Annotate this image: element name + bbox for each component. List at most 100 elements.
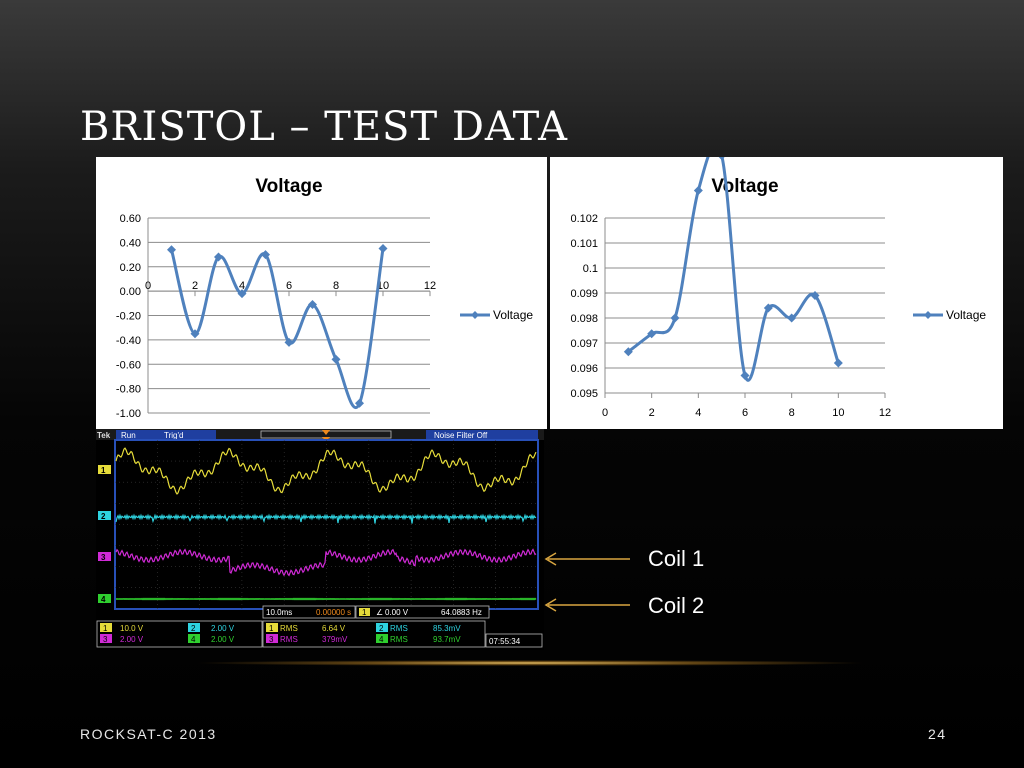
voltage-chart-right: Voltage 0.102 0.101 0.1 0.099 0.098 0.097 0.096…	[570, 142, 986, 419]
data-point	[190, 329, 200, 339]
channel-2-scale: 2.00 V	[211, 624, 235, 633]
x-tick-label: 2	[192, 280, 198, 292]
frequency-readout: 64.0883 Hz	[441, 608, 482, 617]
trigger-position-readout: 0.00000 s	[316, 608, 351, 617]
x-tick-label: 0	[602, 407, 608, 419]
svg-text:RMS: RMS	[280, 635, 298, 644]
coil-arrows	[544, 552, 630, 612]
data-point	[308, 300, 317, 310]
x-tick-label: 8	[333, 280, 339, 292]
x-tick-label: 6	[742, 407, 748, 419]
page-number: 24	[928, 726, 947, 742]
trigger-level-readout: 0.00 V	[385, 608, 409, 617]
chart-panel-right: Voltage 0.102 0.101 0.1 0.099 0.098 0.097 0.096…	[550, 142, 1003, 429]
oscilloscope-display: Tek Run Trig'd Noise Filter Off 1 2 3 4	[96, 429, 544, 648]
svg-text:1: 1	[269, 624, 274, 633]
x-tick-label: 12	[424, 280, 436, 292]
channel-1-marker	[98, 465, 111, 474]
y-tick-label: 0.099	[570, 288, 598, 300]
svg-text:4: 4	[379, 635, 384, 644]
y-tick-label: -0.80	[116, 384, 141, 396]
y-tick-label: -0.60	[116, 359, 141, 371]
svg-text:∠: ∠	[376, 608, 383, 617]
data-point	[355, 398, 364, 408]
data-point	[167, 245, 176, 255]
chart-title: Voltage	[255, 176, 322, 197]
y-tick-label: 0.1	[583, 263, 598, 275]
trigger-position-marker	[322, 430, 330, 435]
y-tick-label: 0.095	[570, 388, 598, 400]
y-tick-label: 0.40	[120, 237, 141, 249]
legend-label: Voltage	[493, 308, 533, 322]
svg-text:3: 3	[101, 553, 106, 562]
data-point	[623, 347, 633, 357]
slide-title: BRISTOL – TEST DATA	[80, 104, 569, 150]
y-tick-label: 0.101	[570, 238, 598, 250]
svg-text:RMS: RMS	[280, 624, 298, 633]
svg-text:RMS: RMS	[390, 624, 408, 633]
y-tick-label: 0.096	[570, 363, 598, 375]
svg-text:4: 4	[101, 595, 106, 604]
x-tick-label: 4	[239, 280, 245, 292]
timebase-readout: 10.0ms	[266, 608, 292, 617]
data-point	[647, 329, 657, 339]
scope-noise-filter: Noise Filter Off	[434, 431, 488, 440]
data-point	[763, 303, 773, 313]
chart-panel-left: Voltage 0.60 0.40 0.20 0.00 -0.20 -0.40 -0.60 -0…	[96, 157, 547, 429]
coil-2-label: Coil 2	[648, 593, 705, 618]
scope-brand: Tek	[97, 431, 111, 440]
channel-1-rms: 6.64 V	[322, 624, 346, 633]
data-point	[833, 358, 843, 368]
decorative-divider	[190, 660, 870, 666]
y-tick-label: -1.00	[116, 408, 141, 420]
svg-text:3: 3	[103, 635, 108, 644]
channel-2-trace	[115, 513, 537, 524]
channel-1-scale: 10.0 V	[120, 624, 144, 633]
svg-text:1: 1	[103, 624, 108, 633]
y-tick-label: 0.098	[570, 313, 598, 325]
data-point	[810, 291, 820, 300]
svg-text:RMS: RMS	[390, 635, 408, 644]
data-point	[261, 250, 270, 260]
y-tick-label: -0.20	[116, 311, 141, 323]
series-line	[170, 248, 385, 409]
footer-text: ROCKSAT-C 2013	[80, 726, 217, 742]
svg-text:3: 3	[269, 635, 274, 644]
channel-2-marker	[98, 511, 111, 520]
channel-4-scale: 2.00 V	[211, 635, 235, 644]
svg-text:4: 4	[191, 635, 196, 644]
channel-4-trace	[116, 597, 537, 601]
x-tick-label: 10	[832, 407, 844, 419]
channel-3-trace	[115, 548, 537, 577]
oscilloscope-screenshot: Tek Run Trig'd Noise Filter Off 1 2 3 4	[96, 429, 544, 650]
x-tick-label: 0	[145, 280, 151, 292]
data-point	[237, 289, 247, 299]
chart-title: Voltage	[711, 176, 778, 197]
scope-clock: 07:55:34	[489, 637, 521, 646]
channel-3-scale: 2.00 V	[120, 635, 144, 644]
data-point	[331, 354, 341, 364]
svg-text:2: 2	[379, 624, 384, 633]
x-tick-label: 8	[789, 407, 795, 419]
data-point	[378, 243, 388, 253]
data-point	[693, 186, 703, 195]
legend-label: Voltage	[946, 308, 986, 322]
data-point	[740, 371, 750, 380]
data-point	[214, 252, 223, 262]
svg-text:1: 1	[101, 466, 106, 475]
y-tick-label: -0.40	[116, 335, 141, 347]
x-tick-label: 6	[286, 280, 292, 292]
data-point	[284, 337, 294, 347]
scope-status-trig: Trig'd	[164, 431, 183, 440]
x-tick-label: 4	[695, 407, 701, 419]
series-line	[627, 142, 840, 382]
channel-2-rms: 85.3mV	[433, 624, 461, 633]
channel-3-rms: 379mV	[322, 635, 348, 644]
scope-status-run: Run	[121, 431, 136, 440]
y-tick-label: 0.60	[120, 213, 141, 225]
y-tick-label: 0.102	[570, 213, 598, 225]
coil-1-label: Coil 1	[648, 546, 705, 571]
svg-text:1: 1	[362, 608, 367, 617]
channel-4-rms: 93.7mV	[433, 635, 461, 644]
